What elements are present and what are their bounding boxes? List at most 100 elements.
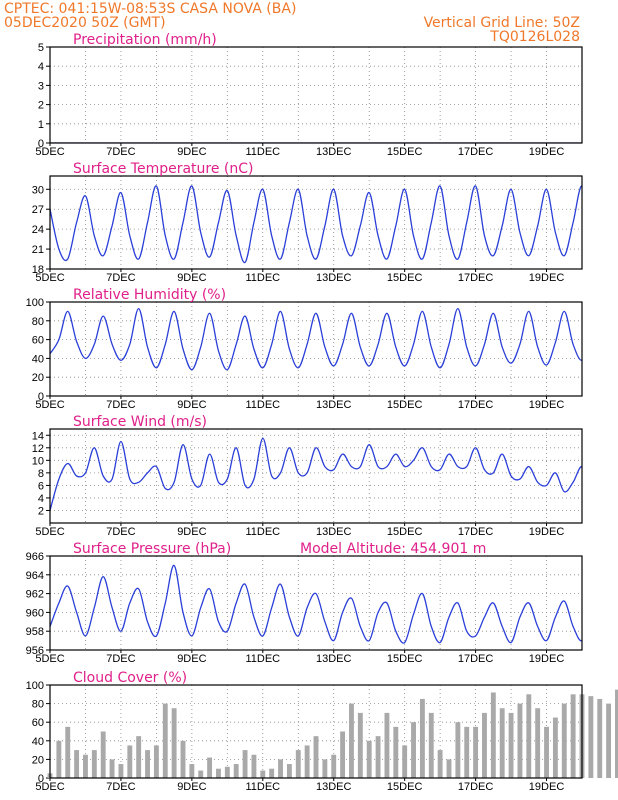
wind-title: Surface Wind (m/s) (73, 414, 207, 430)
x-tick-label: 19DEC (529, 653, 565, 665)
cloud-cover-bar (455, 722, 461, 778)
temperature-line (50, 185, 582, 264)
y-tick-label: 2 (38, 505, 44, 517)
y-tick-label: 10 (32, 455, 44, 467)
cloud-cover-panel: 0 20 40 60 80 100 5DEC 7DEC 9DEC 11DEC 13DEC 15DEC 1… (26, 670, 618, 793)
precipitation-panel: 0 1 2 3 4 5 5DEC 7DEC 9DEC 11DEC 13DEC 15DEC 17DEC 19… (35, 32, 583, 158)
y-tick-label: 20 (32, 372, 44, 384)
cloud-cover-bar (118, 764, 124, 778)
cloud-cover-bar (189, 764, 195, 778)
cloud-cover-bar (411, 722, 416, 778)
x-tick-label: 7DEC (106, 272, 135, 284)
x-tick-label: 17DEC (458, 399, 494, 411)
cloud-cover-bar (207, 757, 213, 778)
x-tick-label: 17DEC (458, 272, 494, 284)
y-tick-label: 4 (38, 493, 44, 505)
x-tick-label: 7DEC (106, 399, 135, 411)
x-tick-label: 17DEC (458, 526, 494, 538)
x-tick-label: 7DEC (106, 781, 135, 793)
cloud-cover-bar (153, 745, 159, 778)
x-tick-label: 11DEC (245, 653, 280, 665)
x-tick-label: 17DEC (458, 653, 494, 665)
humidity-line (50, 307, 582, 371)
x-tick-label: 15DEC (387, 653, 423, 665)
cloud-cover-bar (393, 726, 399, 778)
cloud-cover-bar (357, 712, 363, 778)
x-tick-label: 13DEC (316, 526, 352, 538)
plot-frame (49, 175, 583, 270)
x-tick-label: 7DEC (106, 653, 135, 665)
pressure-line (50, 564, 582, 644)
precipitation-title: Precipitation (mm/h) (73, 32, 217, 48)
cloud-cover-bar (597, 698, 603, 778)
x-tick-label: 19DEC (529, 526, 565, 538)
x-tick-label: 13DEC (316, 146, 352, 158)
cloud-cover-bar (349, 703, 354, 778)
y-tick-label: 100 (26, 297, 44, 309)
y-tick-label: 20 (32, 754, 44, 766)
y-tick-label: 60 (32, 335, 44, 347)
plot-frame (49, 555, 583, 651)
cloud-cover-bar (499, 708, 505, 778)
cloud-cover-bar (419, 698, 425, 778)
cloud-cover-bar (74, 750, 80, 778)
plot-frame (49, 46, 583, 144)
y-tick-label: 956 (26, 645, 44, 657)
cloud-cover-bar (100, 731, 106, 778)
cloud-cover-bar (526, 694, 532, 778)
cloud-cover-bar (109, 759, 115, 778)
x-tick-label: 11DEC (245, 526, 280, 538)
cloud-cover-bar (615, 689, 618, 778)
y-tick-label: 2 (38, 100, 44, 112)
y-tick-label: 30 (32, 184, 44, 196)
plot-frame (49, 428, 583, 524)
cloud-cover-bar (233, 764, 239, 778)
cloud-cover-bar (91, 750, 97, 778)
cloud-cover-bar (517, 703, 523, 778)
cloud-cover-bar (482, 712, 487, 778)
y-tick-label: 962 (26, 589, 44, 601)
y-tick-label: 80 (32, 699, 44, 711)
init-time: 05DEC2020 50Z (GMT) (4, 15, 166, 31)
y-tick-label: 12 (32, 443, 44, 455)
cloud-cover-bar (251, 754, 257, 778)
source-line: CPTEC: 041:15W-08:53S CASA NOVA (BA) (4, 1, 296, 17)
y-tick-label: 100 (26, 680, 44, 692)
cloud-cover-bar (437, 750, 443, 778)
y-tick-label: 966 (26, 551, 44, 563)
cloud-cover-bar (570, 694, 576, 778)
cloud-cover-bar (490, 692, 496, 778)
x-tick-label: 9DEC (177, 653, 206, 665)
cloud-cover-bar (216, 768, 221, 778)
x-tick-label: 17DEC (458, 146, 494, 158)
temperature-title: Surface Temperature (nC) (73, 161, 254, 177)
cloud-cover-bar (552, 717, 558, 778)
cloud-cover-bar (464, 726, 470, 778)
y-tick-label: 0 (38, 773, 44, 785)
x-tick-label: 9DEC (177, 272, 206, 284)
cloud-cover-bar (278, 759, 283, 778)
cloud-cover-title: Cloud Cover (%) (73, 670, 187, 686)
x-tick-label: 11DEC (245, 272, 280, 284)
x-tick-label: 19DEC (529, 399, 565, 411)
y-tick-label: 0 (38, 391, 44, 403)
y-tick-label: 27 (32, 204, 44, 216)
y-tick-label: 40 (32, 353, 44, 365)
x-tick-label: 9DEC (177, 146, 206, 158)
cloud-cover-bar (340, 731, 346, 778)
cloud-cover-bar (375, 736, 381, 778)
x-tick-label: 13DEC (316, 653, 352, 665)
cloud-cover-bar (473, 726, 479, 778)
x-tick-label: 5DEC (35, 399, 64, 411)
x-tick-label: 5DEC (35, 653, 64, 665)
cloud-cover-bar (242, 750, 248, 778)
x-tick-label: 13DEC (316, 399, 352, 411)
cloud-cover-bar (428, 712, 434, 778)
plot-frame (49, 301, 583, 397)
y-tick-label: 958 (26, 626, 44, 638)
cloud-cover-bar (446, 759, 452, 778)
cloud-cover-bar (508, 712, 514, 778)
x-tick-label: 19DEC (529, 781, 565, 793)
cloud-cover-bar (56, 740, 62, 778)
cloud-cover-bar (588, 696, 594, 778)
